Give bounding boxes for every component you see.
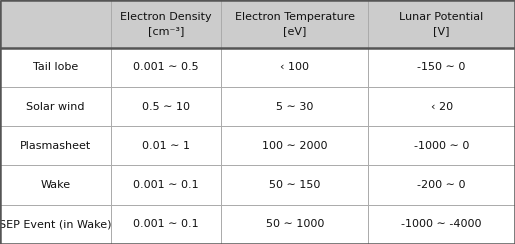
Bar [368, 126, 515, 165]
Bar [368, 205, 515, 244]
Text: 0.5 ∼ 10: 0.5 ∼ 10 [142, 102, 190, 112]
Text: -1000 ∼ -4000: -1000 ∼ -4000 [401, 219, 482, 229]
Text: -150 ∼ 0: -150 ∼ 0 [418, 62, 466, 72]
Bar [221, 87, 368, 126]
Text: 5 ∼ 30: 5 ∼ 30 [276, 102, 314, 112]
Text: 0.001 ∼ 0.5: 0.001 ∼ 0.5 [133, 62, 199, 72]
Text: -200 ∼ 0: -200 ∼ 0 [417, 180, 466, 190]
Bar [0, 87, 111, 126]
Text: Electron Temperature
[eV]: Electron Temperature [eV] [235, 12, 355, 36]
Text: SEP Event (in Wake): SEP Event (in Wake) [0, 219, 112, 229]
Bar [0, 126, 111, 165]
Bar [111, 205, 221, 244]
Bar [368, 87, 515, 126]
Text: 50 ∼ 150: 50 ∼ 150 [269, 180, 320, 190]
Text: ‹ 20: ‹ 20 [431, 102, 453, 112]
Bar [111, 0, 221, 48]
Text: 100 ∼ 2000: 100 ∼ 2000 [262, 141, 328, 151]
Bar [221, 48, 368, 87]
Text: 0.001 ∼ 0.1: 0.001 ∼ 0.1 [133, 180, 199, 190]
Text: -1000 ∼ 0: -1000 ∼ 0 [414, 141, 469, 151]
Bar [368, 165, 515, 205]
Bar [221, 205, 368, 244]
Bar [221, 0, 368, 48]
Bar [111, 87, 221, 126]
Text: 0.01 ∼ 1: 0.01 ∼ 1 [142, 141, 190, 151]
Bar [111, 48, 221, 87]
Text: Tail lobe: Tail lobe [33, 62, 78, 72]
Bar [0, 165, 111, 205]
Bar [368, 0, 515, 48]
Text: Wake: Wake [40, 180, 71, 190]
Text: 50 ∼ 1000: 50 ∼ 1000 [266, 219, 324, 229]
Bar [221, 126, 368, 165]
Text: Electron Density
[cm⁻³]: Electron Density [cm⁻³] [121, 12, 212, 36]
Text: 0.001 ∼ 0.1: 0.001 ∼ 0.1 [133, 219, 199, 229]
Bar [0, 48, 111, 87]
Bar [111, 126, 221, 165]
Bar [0, 0, 111, 48]
Bar [368, 48, 515, 87]
Bar [0, 205, 111, 244]
Text: Lunar Potential
[V]: Lunar Potential [V] [400, 12, 484, 36]
Bar [111, 165, 221, 205]
Text: Plasmasheet: Plasmasheet [20, 141, 91, 151]
Bar [221, 165, 368, 205]
Text: Solar wind: Solar wind [26, 102, 84, 112]
Text: ‹ 100: ‹ 100 [280, 62, 310, 72]
